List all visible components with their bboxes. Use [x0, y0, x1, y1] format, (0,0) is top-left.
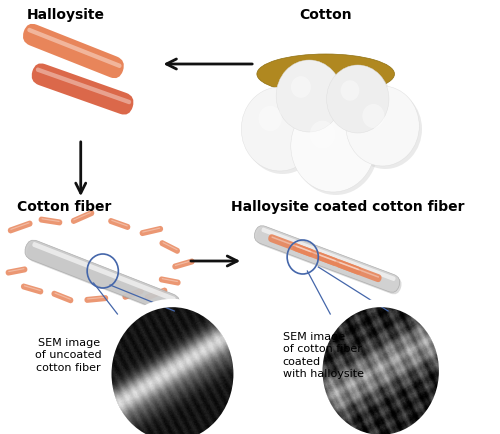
FancyBboxPatch shape: [272, 237, 312, 253]
FancyBboxPatch shape: [319, 255, 359, 271]
FancyBboxPatch shape: [28, 29, 122, 69]
Circle shape: [291, 101, 375, 193]
Text: Halloysite: Halloysite: [27, 8, 105, 22]
FancyBboxPatch shape: [38, 217, 62, 226]
Circle shape: [258, 107, 281, 132]
FancyBboxPatch shape: [111, 220, 128, 227]
FancyBboxPatch shape: [162, 243, 178, 251]
FancyBboxPatch shape: [52, 291, 74, 304]
FancyBboxPatch shape: [336, 260, 382, 283]
FancyBboxPatch shape: [87, 297, 106, 300]
FancyBboxPatch shape: [74, 212, 91, 221]
FancyBboxPatch shape: [142, 228, 160, 233]
FancyBboxPatch shape: [54, 293, 71, 300]
FancyBboxPatch shape: [125, 290, 140, 297]
FancyBboxPatch shape: [6, 267, 28, 276]
FancyBboxPatch shape: [339, 262, 379, 278]
FancyBboxPatch shape: [162, 278, 178, 283]
Ellipse shape: [316, 85, 336, 135]
Text: SEM image
of uncoated
cotton fiber: SEM image of uncoated cotton fiber: [36, 337, 102, 372]
FancyBboxPatch shape: [254, 226, 400, 293]
FancyBboxPatch shape: [292, 244, 339, 266]
Circle shape: [244, 91, 321, 174]
FancyBboxPatch shape: [159, 277, 180, 286]
Ellipse shape: [336, 87, 366, 129]
Ellipse shape: [257, 55, 394, 95]
Circle shape: [348, 90, 422, 170]
FancyBboxPatch shape: [32, 64, 134, 115]
Circle shape: [279, 64, 345, 136]
Text: Halloysite coated cotton fiber: Halloysite coated cotton fiber: [231, 200, 464, 214]
Ellipse shape: [290, 84, 311, 132]
FancyBboxPatch shape: [10, 223, 29, 230]
Circle shape: [340, 81, 359, 102]
FancyBboxPatch shape: [316, 253, 362, 275]
Circle shape: [362, 105, 384, 129]
FancyBboxPatch shape: [23, 25, 124, 79]
Text: Cotton fiber: Cotton fiber: [16, 200, 111, 214]
FancyBboxPatch shape: [42, 219, 60, 223]
FancyBboxPatch shape: [71, 210, 94, 224]
Circle shape: [330, 69, 392, 137]
FancyBboxPatch shape: [36, 68, 131, 105]
Circle shape: [242, 88, 318, 171]
FancyBboxPatch shape: [175, 260, 192, 266]
FancyBboxPatch shape: [262, 228, 396, 281]
FancyBboxPatch shape: [296, 246, 336, 262]
FancyBboxPatch shape: [147, 289, 164, 297]
FancyBboxPatch shape: [268, 235, 314, 257]
FancyBboxPatch shape: [122, 289, 144, 300]
FancyBboxPatch shape: [32, 243, 176, 302]
FancyBboxPatch shape: [160, 240, 180, 254]
Circle shape: [346, 87, 420, 167]
FancyBboxPatch shape: [26, 243, 182, 316]
Ellipse shape: [351, 87, 392, 118]
FancyBboxPatch shape: [25, 240, 180, 314]
Text: Cotton: Cotton: [300, 8, 352, 22]
FancyBboxPatch shape: [8, 221, 32, 234]
FancyBboxPatch shape: [144, 288, 168, 301]
Circle shape: [294, 104, 378, 196]
Ellipse shape: [264, 82, 296, 123]
FancyBboxPatch shape: [8, 269, 24, 273]
Circle shape: [276, 61, 342, 133]
FancyBboxPatch shape: [24, 286, 41, 291]
Text: SEM image
of cotton fiber
coated
with halloysite: SEM image of cotton fiber coated with ha…: [282, 331, 364, 378]
FancyBboxPatch shape: [256, 228, 402, 295]
Circle shape: [310, 122, 335, 149]
FancyBboxPatch shape: [108, 218, 130, 230]
FancyBboxPatch shape: [172, 259, 195, 270]
FancyBboxPatch shape: [84, 296, 108, 303]
FancyBboxPatch shape: [21, 284, 44, 295]
Circle shape: [291, 77, 311, 99]
Circle shape: [326, 66, 389, 134]
FancyBboxPatch shape: [140, 227, 163, 237]
